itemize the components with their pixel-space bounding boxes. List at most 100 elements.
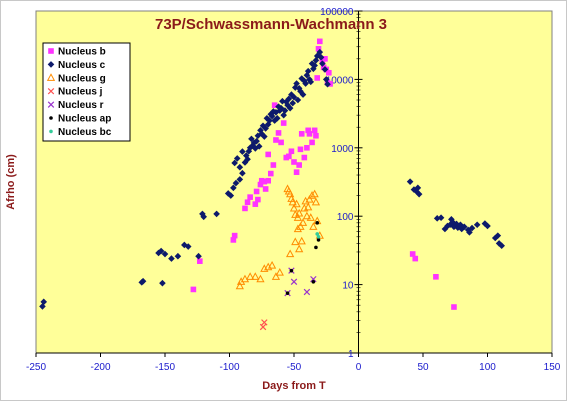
data-point: [293, 213, 303, 221]
data-point: [311, 197, 321, 206]
data-point: [311, 127, 318, 134]
data-point: [433, 274, 439, 280]
data-point: [291, 237, 300, 246]
data-point: [250, 139, 258, 147]
data-point: [278, 139, 284, 146]
data-point: [157, 247, 165, 255]
legend-marker: [47, 61, 55, 68]
data-point: [494, 232, 502, 239]
data-point: [292, 199, 301, 208]
x-tick-label: -150: [155, 362, 175, 373]
x-tick-label: 0: [356, 362, 362, 373]
data-point: [415, 190, 423, 198]
y-axis-label: Afrho (cm): [5, 154, 17, 210]
data-point: [460, 223, 468, 231]
data-point: [301, 154, 308, 161]
data-point: [491, 234, 499, 242]
data-point: [298, 75, 306, 82]
data-point: [266, 117, 273, 124]
data-point: [306, 131, 313, 137]
data-point: [314, 75, 321, 81]
data-point: [295, 208, 304, 217]
data-point: [275, 268, 284, 276]
data-point: [184, 243, 192, 250]
data-point: [241, 159, 249, 166]
data-point: [279, 97, 286, 105]
x-tick-label: -250: [26, 362, 46, 373]
data-point: [303, 71, 311, 79]
y-tick-label: 10: [342, 281, 354, 292]
data-point: [239, 169, 246, 177]
data-point: [319, 60, 326, 67]
data-point: [286, 104, 294, 112]
data-point: [39, 303, 46, 310]
data-point: [307, 78, 315, 86]
data-point: [275, 130, 282, 136]
data-point: [316, 234, 321, 239]
data-point: [281, 107, 289, 114]
x-axis-label: Days from T: [262, 380, 326, 392]
data-point: [297, 146, 304, 153]
data-point: [271, 272, 281, 280]
data-point: [270, 162, 277, 168]
legend-marker: [46, 73, 56, 81]
data-point: [466, 229, 473, 236]
data-point: [252, 145, 259, 152]
data-point: [473, 221, 481, 229]
data-point: [302, 211, 312, 220]
data-point: [267, 170, 274, 177]
x-tick-label: 150: [544, 362, 561, 373]
x-tick-label: 50: [417, 362, 429, 373]
data-point: [242, 205, 248, 212]
data-points: [39, 38, 505, 331]
data-point: [256, 274, 265, 283]
data-point: [298, 131, 305, 137]
data-point: [312, 57, 320, 64]
data-point: [168, 255, 175, 262]
data-point: [280, 111, 287, 119]
data-point: [261, 178, 268, 185]
data-point: [251, 272, 260, 280]
data-point: [310, 189, 319, 198]
data-point: [271, 117, 278, 124]
legend-marker: [47, 87, 55, 95]
data-point: [235, 281, 244, 290]
data-point: [230, 184, 237, 192]
data-point: [451, 304, 457, 310]
data-point: [322, 56, 328, 62]
data-point: [231, 232, 238, 239]
data-point: [297, 236, 306, 245]
legend-label: Nucleus c: [58, 60, 106, 71]
legend-label: Nucleus b: [58, 47, 106, 58]
data-point: [322, 76, 330, 83]
data-point: [232, 179, 240, 187]
legend-label: Nucleus ap: [58, 114, 111, 125]
data-point: [288, 148, 295, 155]
data-point: [311, 62, 318, 69]
data-point: [457, 221, 464, 229]
data-point: [310, 275, 317, 283]
data-point: [262, 125, 269, 132]
data-point: [306, 213, 315, 221]
data-point: [257, 181, 264, 188]
data-point: [265, 151, 271, 158]
data-point: [236, 176, 244, 183]
data-point: [233, 155, 241, 162]
data-point: [213, 210, 220, 218]
data-point: [290, 278, 298, 285]
data-point: [324, 80, 331, 88]
data-point: [441, 225, 449, 233]
chart-title: 73P/Schwassmann-Wachmann 3: [155, 16, 387, 33]
legend-marker: [49, 129, 53, 134]
data-point: [267, 260, 277, 269]
data-point: [270, 108, 277, 115]
legend-label: Nucleus g: [58, 73, 106, 84]
series-nucleus-bc: [315, 232, 321, 239]
series-nucleus-j: [259, 319, 268, 331]
data-point: [265, 177, 271, 184]
data-point: [247, 194, 253, 200]
data-point: [437, 214, 445, 222]
data-point: [261, 319, 268, 326]
